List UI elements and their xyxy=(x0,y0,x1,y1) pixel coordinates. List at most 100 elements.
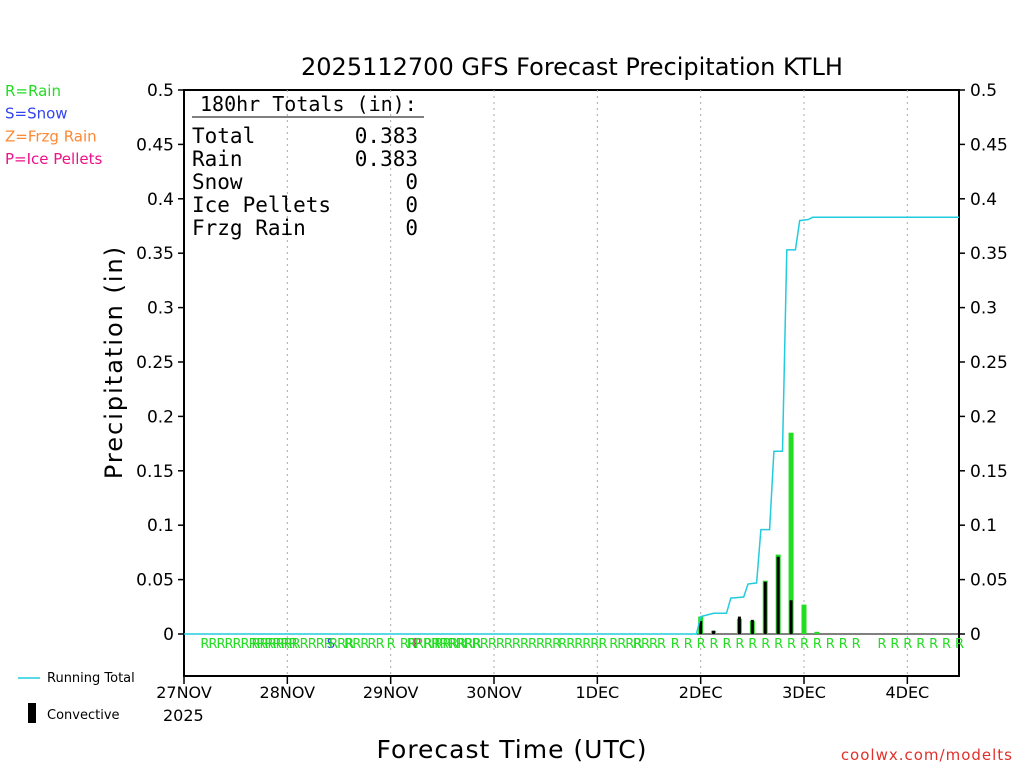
precip-type-marker: R xyxy=(722,637,731,652)
y-tick-label-right: 0.4 xyxy=(970,190,997,210)
precip-type-marker: R xyxy=(903,637,912,652)
x-axis-title: Forecast Time (UTC) xyxy=(377,735,648,764)
gridlines xyxy=(286,90,908,676)
y-tick-label-left: 0.35 xyxy=(136,244,174,264)
totals-row-value: 0.383 xyxy=(355,147,418,171)
precip-type-marker: R xyxy=(826,637,835,652)
precip-type-marker: RRRRRRRRRR xyxy=(251,637,332,652)
precip-type-marker: RRRRRRRRRRRRRRRRR xyxy=(424,637,562,652)
running-total-polyline xyxy=(184,216,959,635)
y-tick-label-left: 0.2 xyxy=(147,407,174,427)
precip-type-marker: R xyxy=(761,637,770,652)
precip-type-marker: RRRRRRRRRRRR xyxy=(200,637,297,652)
y-tick-label-left: 0.25 xyxy=(136,353,174,373)
precip-type-legend: R=Rain S=Snow Z=Frzg Rain P=Ice Pellets xyxy=(5,82,102,168)
precip-type-marker: R xyxy=(877,637,886,652)
year-label: 2025 xyxy=(163,706,204,725)
running-total-line xyxy=(184,216,959,635)
convective-legend-label: Convective xyxy=(47,708,120,723)
running-total-legend-label: Running Total xyxy=(47,671,135,686)
totals-row-label: Rain xyxy=(192,147,243,171)
totals-row-value: 0 xyxy=(405,216,418,240)
precip-type-marker: RR xyxy=(368,637,385,652)
x-tick-label: 28NOV xyxy=(260,683,316,702)
precip-type-legend-item: Z=Frzg Rain xyxy=(5,127,97,145)
precip-type-marker: RR xyxy=(400,637,417,652)
convective-precip-bar xyxy=(699,620,703,634)
x-tick-label: 3DEC xyxy=(782,683,826,702)
total-precip-bars xyxy=(698,432,820,634)
precip-type-marker: RRR xyxy=(344,637,369,652)
x-tick-label: 27NOV xyxy=(156,683,212,702)
y-tick-label-right: 0.2 xyxy=(970,407,997,427)
y-tick-label-right: 0.1 xyxy=(970,516,997,536)
precip-type-marker: R xyxy=(387,637,396,652)
precip-type-marker: R xyxy=(929,637,938,652)
credit-text: coolwx.com/modelts xyxy=(841,746,1013,764)
y-tick-label-left: 0.3 xyxy=(147,299,174,319)
totals-row-value: 0 xyxy=(405,193,418,217)
total-precip-bar xyxy=(801,604,807,634)
convective-precip-bar xyxy=(789,600,793,634)
convective-precip-bar xyxy=(737,616,741,634)
y-tick-label-left: 0.45 xyxy=(136,135,174,155)
y-tick-label-right: 0.3 xyxy=(970,299,997,319)
x-tick-label: 2DEC xyxy=(679,683,723,702)
convective-precip-bar xyxy=(763,581,767,634)
precip-type-marker: R xyxy=(710,637,719,652)
precip-type-marker: RRRR xyxy=(609,637,642,652)
y-tick-label-left: 0.4 xyxy=(147,190,174,210)
precip-type-marker: S xyxy=(327,637,335,652)
precip-type-marker: RRRRRR xyxy=(558,637,607,652)
totals-heading: 180hr Totals (in): xyxy=(200,92,417,116)
precip-type-marker: RRRR xyxy=(407,637,440,652)
precip-type-marker: R xyxy=(684,637,693,652)
y-tick-label-right: 0.25 xyxy=(970,353,1008,373)
convective-precip-bar xyxy=(776,556,780,634)
precip-type-marker: R xyxy=(787,637,796,652)
total-precip-bar xyxy=(814,631,820,634)
precip-type-marker: RR xyxy=(434,637,451,652)
precip-type-marker: R xyxy=(813,637,822,652)
y-tick-label-right: 0.05 xyxy=(970,571,1008,591)
precip-type-marker: RRRR xyxy=(633,637,666,652)
y-tick-label-right: 0.5 xyxy=(970,81,997,101)
y-tick-label-right: 0.35 xyxy=(970,244,1008,264)
x-tick-label: 29NOV xyxy=(363,683,419,702)
precip-type-marker: R xyxy=(748,637,757,652)
convective-legend-swatch xyxy=(28,703,36,723)
precip-type-marker: R xyxy=(774,637,783,652)
y-tick-label-right: 0.15 xyxy=(970,462,1008,482)
precip-type-marker: R xyxy=(852,637,861,652)
x-axis: 27NOV 28NOV 29NOV 30NOV 1DEC 2DEC 3DEC 4DEC xyxy=(156,676,929,702)
x-tick-label: 4DEC xyxy=(885,683,929,702)
precip-type-marker: RR xyxy=(464,637,481,652)
plot-frame xyxy=(183,89,960,677)
precip-type-marker: R xyxy=(735,637,744,652)
convective-precip-bars xyxy=(699,556,793,634)
totals-rows: Total 0.383 Rain 0.383 Snow 0 Ice Pellets 0 Frzg… xyxy=(192,124,418,240)
precip-type-marker: R xyxy=(671,637,680,652)
total-precip-bar xyxy=(788,432,794,634)
totals-row-label: Frzg Rain xyxy=(192,216,306,240)
totals-row-label: Ice Pellets xyxy=(192,193,331,217)
y-tick-label-right: 0.45 xyxy=(970,135,1008,155)
precip-type-marker: RR xyxy=(449,637,466,652)
precip-type-legend-item: R=Rain xyxy=(5,82,61,100)
y-tick-label-left: 0 xyxy=(163,625,174,645)
convective-precip-bar xyxy=(750,619,754,634)
precip-type-marker: RRR xyxy=(329,637,354,652)
totals-row-value: 0.383 xyxy=(355,124,418,148)
precip-type-marker: P xyxy=(413,637,421,652)
precip-type-marker: R xyxy=(955,637,964,652)
precip-type-marker: R xyxy=(839,637,848,652)
totals-row-value: 0 xyxy=(405,170,418,194)
precip-type-marker: R xyxy=(890,637,899,652)
precip-type-marker: R xyxy=(916,637,925,652)
precip-type-marker: R xyxy=(800,637,809,652)
totals-row-label: Snow xyxy=(192,170,243,194)
precip-type-legend-item: S=Snow xyxy=(5,105,68,123)
y-axis-left: 0 0.05 0.1 0.15 0.2 0.25 0.3 0.35 0.4 0.45 0.5 xyxy=(136,81,184,645)
y-tick-label-left: 0.15 xyxy=(136,462,174,482)
